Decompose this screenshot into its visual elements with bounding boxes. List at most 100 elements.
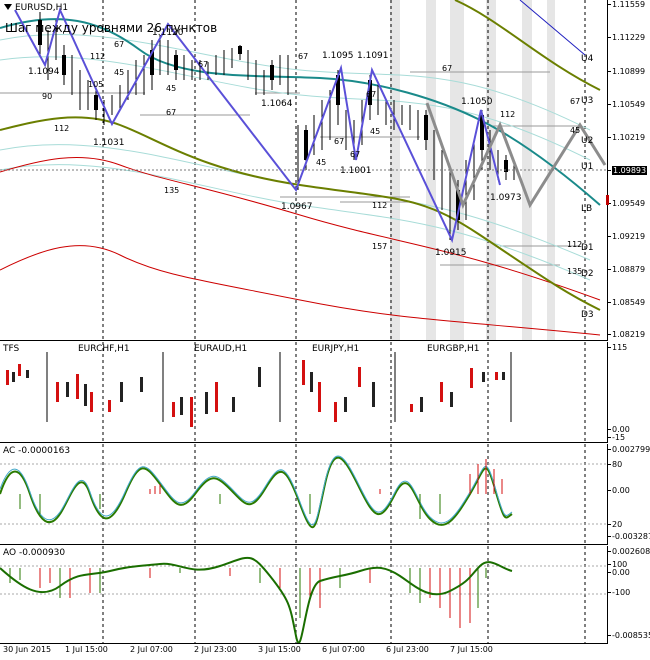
level-label-u1: U1 bbox=[581, 162, 594, 172]
tfs-tick: 0.00 bbox=[608, 425, 630, 434]
time-axis[interactable] bbox=[0, 644, 650, 660]
price-tick: 1.08219 bbox=[608, 330, 646, 339]
ao-tick: -0.008535 bbox=[608, 631, 650, 640]
tfs-tick: -15 bbox=[608, 433, 626, 442]
ac-tick: -0.003287 bbox=[608, 532, 650, 541]
tfs-symbol: EURGBP,H1 bbox=[427, 344, 480, 354]
time-tick: 2 Jul 23:00 bbox=[194, 645, 237, 654]
swing-label: 1.0973 bbox=[490, 193, 522, 203]
price-chart-drawing bbox=[0, 0, 607, 340]
symbol-label: EURUSD,H1 bbox=[15, 3, 69, 13]
count-label: 45 bbox=[316, 158, 327, 167]
count-label: 67 bbox=[114, 40, 125, 49]
price-tick: 1.10899 bbox=[608, 67, 646, 76]
tfs-symbol: EURAUD,H1 bbox=[194, 344, 248, 354]
tfs-panel[interactable]: TFS EURCHF,H1 EURAUD,H1 EURJPY,H1 EURGBP… bbox=[0, 342, 608, 443]
ac-tick: 0.00 bbox=[608, 486, 630, 495]
price-tick: 1.11559 bbox=[608, 0, 646, 9]
count-label: 67 bbox=[570, 97, 581, 106]
chart-subtitle: Шаг между уровнями 26 пунктов bbox=[5, 21, 218, 35]
time-tick: 2 Jul 07:00 bbox=[130, 645, 173, 654]
tfs-label: TFS bbox=[3, 344, 20, 354]
count-label: 67 bbox=[298, 52, 309, 61]
swing-label: 1.1031 bbox=[93, 138, 125, 148]
current-price-tag: 1.09893 bbox=[608, 166, 648, 175]
level-label-u2: U2 bbox=[581, 136, 594, 146]
ac-tick: 20 bbox=[608, 520, 623, 529]
count-label: 90 bbox=[42, 92, 53, 101]
chart-symbol-header[interactable]: EURUSD,H1 bbox=[4, 3, 68, 13]
level-label-d3: D3 bbox=[581, 310, 594, 320]
count-label: 45 bbox=[570, 126, 581, 135]
ao-tick: 0.002608 bbox=[608, 547, 650, 556]
count-label: 45 bbox=[370, 127, 381, 136]
price-tick: 1.10219 bbox=[608, 133, 646, 142]
time-tick: 6 Jul 23:00 bbox=[386, 645, 429, 654]
count-label: 45 bbox=[114, 68, 125, 77]
ac-panel[interactable]: AC -0.0000163 bbox=[0, 444, 608, 545]
count-label: 112 bbox=[372, 201, 388, 210]
count-label: 105 bbox=[88, 80, 104, 89]
count-label: 112 bbox=[54, 124, 70, 133]
count-label: 67 bbox=[350, 150, 361, 159]
ao-tick: 0.00 bbox=[608, 568, 630, 577]
ac-label: AC -0.0000163 bbox=[3, 446, 71, 456]
ac-tick: 80 bbox=[608, 460, 623, 469]
tfs-tick: 115 bbox=[608, 343, 628, 352]
swing-label: 1.1050 bbox=[461, 97, 493, 107]
time-tick: 1 Jul 15:00 bbox=[65, 645, 108, 654]
count-label: 67 bbox=[166, 108, 177, 117]
price-tick: 1.08549 bbox=[608, 298, 646, 307]
count-label: 67 bbox=[334, 137, 345, 146]
time-tick: 6 Jul 07:00 bbox=[322, 645, 365, 654]
fibo-label: 1.1120 bbox=[152, 28, 184, 38]
level-label-d2: D2 bbox=[581, 269, 594, 279]
ac-tick: 0.002799 bbox=[608, 445, 650, 454]
level-label-u4: U4 bbox=[581, 54, 594, 64]
count-label: 67 bbox=[366, 90, 377, 99]
time-tick: 30 Jun 2015 bbox=[3, 645, 52, 654]
count-label: 135 bbox=[567, 267, 583, 276]
current-price-marker bbox=[606, 195, 609, 205]
count-label: 112 bbox=[567, 240, 583, 249]
time-tick: 3 Jul 15:00 bbox=[258, 645, 301, 654]
level-label-d1: D1 bbox=[581, 243, 594, 253]
ac-drawing bbox=[0, 444, 607, 544]
ao-tick: -100 bbox=[608, 588, 631, 597]
swing-label: 1.1064 bbox=[261, 99, 293, 109]
ac-axis[interactable]: 0.002799 80 0.00 20 -0.003287 bbox=[608, 444, 650, 544]
count-label: 112 bbox=[90, 52, 106, 61]
swing-label: 1.1001 bbox=[340, 166, 372, 176]
tfs-symbol: EURCHF,H1 bbox=[78, 344, 130, 354]
count-label: 67 bbox=[442, 64, 453, 73]
tfs-axis[interactable]: 115 0.00 -15 bbox=[608, 342, 650, 442]
swing-label: 1.1094 bbox=[28, 67, 60, 77]
price-tick: 1.08879 bbox=[608, 265, 646, 274]
price-tick: 1.11229 bbox=[608, 33, 646, 42]
tfs-drawing bbox=[6, 342, 586, 442]
ao-axis[interactable]: 0.002608 100 0.00 -100 -0.008535 bbox=[608, 546, 650, 643]
swing-label: 1.0967 bbox=[281, 202, 313, 212]
count-label: 112 bbox=[500, 110, 516, 119]
price-axis[interactable]: 1.11559 1.11229 1.10899 1.10549 1.10219 … bbox=[608, 0, 650, 340]
swing-label: 1.1095 bbox=[322, 51, 354, 61]
price-tick: 1.09219 bbox=[608, 232, 646, 241]
ao-label: AO -0.000930 bbox=[3, 548, 66, 558]
tfs-symbol: EURJPY,H1 bbox=[312, 344, 360, 354]
price-tick: 1.10549 bbox=[608, 100, 646, 109]
count-label: 67 bbox=[198, 60, 209, 69]
level-label-lb: LB bbox=[581, 204, 593, 214]
chevron-down-icon[interactable] bbox=[4, 4, 12, 10]
count-label: 45 bbox=[166, 84, 177, 93]
price-chart-panel[interactable]: EURUSD,H1 Шаг между уровнями 26 пунктов … bbox=[0, 0, 608, 341]
count-label: 157 bbox=[372, 242, 388, 251]
ao-tick: 100 bbox=[608, 560, 628, 569]
ao-drawing bbox=[0, 546, 607, 643]
level-label-u3: U3 bbox=[581, 96, 594, 106]
swing-label: 1.1091 bbox=[357, 51, 389, 61]
swing-label: 1.0915 bbox=[435, 248, 467, 258]
time-tick: 7 Jul 15:00 bbox=[450, 645, 493, 654]
price-tick: 1.09549 bbox=[608, 199, 646, 208]
ao-panel[interactable]: AO -0.000930 bbox=[0, 546, 608, 644]
count-label: 135 bbox=[164, 186, 180, 195]
